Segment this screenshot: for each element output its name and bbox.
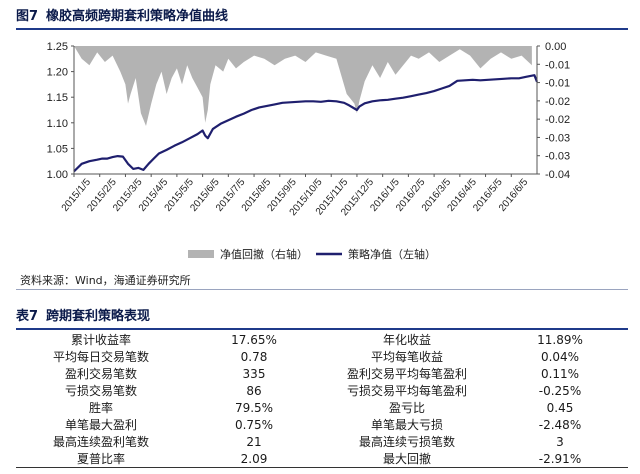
- metric-value: 11.89%: [537, 332, 583, 347]
- table-row: 平均每日交易笔数 0.78 平均每笔收益 0.04%: [16, 348, 628, 365]
- metric-label: 单笔最大盈利: [64, 418, 137, 432]
- right-tick-label: -0.01: [545, 59, 570, 71]
- x-axis-ticks: 2015/1/52015/2/52015/3/52015/4/52015/5/5…: [60, 174, 531, 218]
- metric-label: 盈利交易平均每笔盈利: [346, 367, 467, 381]
- metric-value: 0.04%: [540, 349, 580, 364]
- performance-table: 累计收益率 17.65% 年化收益 11.89% 平均每日交易笔数 0.78 平均每笔收益 0…: [16, 331, 628, 468]
- right-axis-ticks: 0.00 -0.01 -0.01 -0.02 -0.02 -0.03 -0.03 -0.04: [537, 41, 570, 181]
- chart-legend: 净值回撤（右轴） 策略净值（左轴）: [188, 247, 436, 261]
- metric-value: -0.25%: [538, 383, 582, 398]
- metric-label: 最大回撤: [322, 450, 492, 468]
- metric-label: 亏损交易笔数: [64, 384, 137, 398]
- metric-value: 17.65%: [231, 332, 277, 347]
- right-tick-label: -0.02: [545, 96, 570, 108]
- metric-label: 夏普比率: [16, 450, 186, 468]
- legend-swatch-drawdown: [188, 250, 214, 258]
- net-value-line-layer: [73, 74, 539, 173]
- metric-value: 0.78: [240, 349, 268, 364]
- figure-header: 图7 橡胶高频跨期套利策略净值曲线: [16, 6, 628, 28]
- net-value-chart: 1.00 1.05 1.10 1.15 1.20 1.25 0.00 -0.01 -0.01 -…: [47, 41, 571, 261]
- left-tick-label: 1.00: [47, 169, 68, 181]
- table-row: 最高连续盈利笔数 21 最高连续亏损笔数 3: [16, 433, 628, 450]
- source-note: 资料来源：Wind，海通证券研究所: [20, 274, 191, 287]
- metric-label: 单笔最大亏损: [370, 418, 443, 432]
- left-tick-label: 1.20: [47, 67, 68, 79]
- metric-value: -2.91%: [492, 450, 628, 468]
- source-rule: [16, 289, 628, 290]
- metric-label: 最高连续盈利笔数: [52, 435, 149, 449]
- table-row: 盈利交易笔数 335 盈利交易平均每笔盈利 0.11%: [16, 365, 628, 382]
- legend-label-drawdown: 净值回撤（右轴）: [220, 247, 308, 261]
- net-value-line: [73, 74, 539, 173]
- legend-label-net-value: 策略净值（左轴）: [348, 247, 436, 261]
- left-tick-label: 1.25: [47, 41, 68, 53]
- drawdown-area: [74, 46, 532, 126]
- metric-label: 平均每笔收益: [370, 350, 443, 364]
- table-row: 胜率 79.5% 盈亏比 0.45: [16, 399, 628, 416]
- metric-value: 0.75%: [234, 417, 274, 432]
- right-tick-label: -0.04: [545, 169, 570, 181]
- metric-label: 亏损交易平均每笔盈利: [346, 384, 467, 398]
- metric-value: 21: [246, 434, 262, 449]
- right-tick-label: 0.00: [545, 41, 566, 53]
- table-row: 累计收益率 17.65% 年化收益 11.89%: [16, 331, 628, 348]
- drawdown-area-layer: [74, 46, 532, 126]
- right-tick-label: -0.03: [545, 132, 570, 144]
- metric-value: -2.48%: [538, 417, 582, 432]
- table-row: 亏损交易笔数 86 亏损交易平均每笔盈利 -0.25%: [16, 382, 628, 399]
- figure-title: 橡胶高频跨期套利策略净值曲线: [46, 9, 229, 24]
- metric-label: 胜率: [88, 401, 113, 415]
- metric-label: 年化收益: [382, 333, 431, 347]
- table-row: 夏普比率 2.09 最大回撤 -2.91%: [16, 450, 628, 468]
- left-tick-label: 1.10: [47, 118, 68, 130]
- metric-value: 86: [246, 383, 262, 398]
- figure-number: 图7: [16, 9, 39, 24]
- right-tick-label: -0.01: [545, 78, 570, 90]
- right-tick-label: -0.03: [545, 151, 570, 163]
- table-rule: [16, 328, 628, 330]
- metric-label: 盈亏比: [388, 401, 425, 415]
- metric-value: 3: [556, 434, 564, 449]
- left-tick-label: 1.15: [47, 92, 68, 104]
- metric-value: 79.5%: [234, 400, 274, 415]
- metric-value: 0.11%: [540, 366, 580, 381]
- table-title: 跨期套利策略表现: [46, 309, 151, 324]
- metric-value: 2.09: [186, 450, 322, 468]
- metric-label: 累计收益率: [70, 333, 131, 347]
- figure-rule: [16, 28, 628, 30]
- table-header: 表7 跨期套利策略表现: [16, 306, 628, 328]
- metric-value: 335: [242, 366, 266, 381]
- left-axis-ticks: 1.00 1.05 1.10 1.15 1.20 1.25: [47, 41, 74, 181]
- table-number: 表7: [16, 309, 39, 324]
- table-row: 单笔最大盈利 0.75% 单笔最大亏损 -2.48%: [16, 416, 628, 433]
- left-tick-label: 1.05: [47, 143, 68, 155]
- metric-value: 0.45: [546, 400, 574, 415]
- metric-label: 盈利交易笔数: [64, 367, 137, 381]
- metric-label: 最高连续亏损笔数: [358, 435, 455, 449]
- metric-label: 平均每日交易笔数: [52, 350, 149, 364]
- right-tick-label: -0.02: [545, 114, 570, 126]
